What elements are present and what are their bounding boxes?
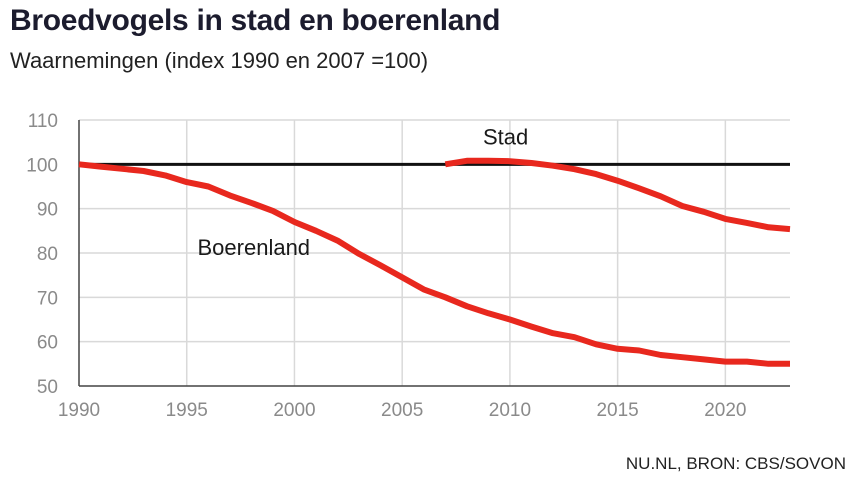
series-label-stad: Stad (483, 124, 528, 149)
chart-subtitle: Waarnemingen (index 1990 en 2007 =100) (10, 48, 429, 73)
tick-labels: 50 60 70 80 90 100 110 1990 1995 2000 2005 2010 2015… (26, 111, 746, 421)
source-note: NU.NL, BRON: CBS/SOVON (625, 454, 846, 473)
y-tick-label: 60 (37, 333, 58, 354)
y-tick-label: 90 (37, 200, 58, 221)
y-tick-label: 70 (37, 288, 58, 309)
series-line-boerenland (78, 161, 790, 367)
series-lines (78, 157, 791, 367)
grid-lines (79, 119, 790, 386)
x-tick-label: 2015 (596, 400, 638, 421)
y-tick-label: 50 (37, 377, 58, 398)
x-tick-label: 1995 (166, 400, 208, 421)
chart-title: Broedvogels in stad en boerenland (10, 4, 501, 37)
x-tick-label: 2005 (381, 400, 423, 421)
x-tick-label: 2020 (704, 400, 746, 421)
series-label-boerenland: Boerenland (198, 235, 311, 260)
series-line-stad (444, 157, 791, 233)
y-tick-label: 110 (28, 111, 58, 132)
x-tick-label: 2000 (273, 400, 315, 421)
x-tick-label: 1990 (58, 400, 100, 421)
x-tick-label: 2010 (489, 400, 531, 421)
y-tick-label: 100 (26, 155, 58, 176)
y-tick-label: 80 (37, 244, 58, 265)
